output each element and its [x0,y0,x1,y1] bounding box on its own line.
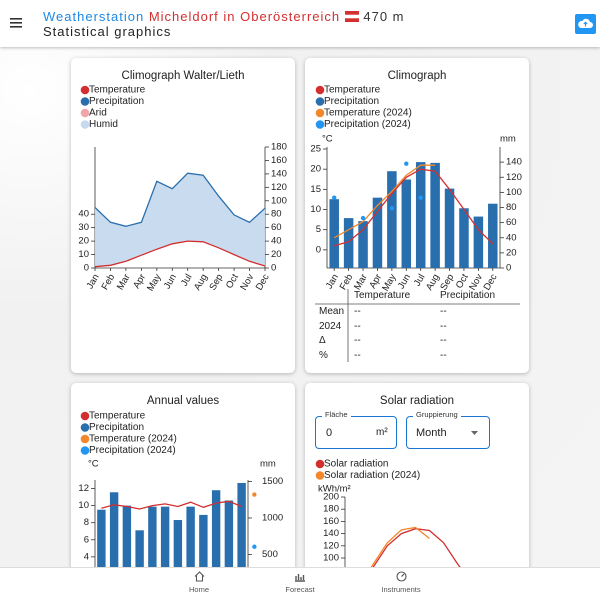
table-cell: Δ [319,335,326,346]
table-header: Precipitation [440,290,496,301]
title-place: Micheldorf in Oberösterreich [148,9,341,24]
table-header: Temperature [354,290,411,301]
home-icon [194,571,204,582]
field-label: Gruppierung [413,410,461,419]
flag-icon [344,11,359,22]
table-cell: -- [354,349,361,361]
instruments-icon [395,571,407,582]
table-cell: % [319,349,328,361]
table-cell: -- [440,306,447,317]
grouping-select[interactable]: Gruppierung Month [406,410,490,449]
nav-label: Instruments [381,585,421,594]
table-cell: -- [354,320,361,332]
table-cell: -- [440,320,447,332]
app-subtitle: Statistical graphics [43,24,172,39]
app-title: Weatherstation Micheldorf in Oberösterre… [43,9,405,24]
field-label: Fläche [322,410,351,419]
title-station: Weatherstation [43,9,145,24]
nav-instruments[interactable]: Instruments [371,571,431,594]
bottom-nav: Home Forecast Instruments [0,567,600,600]
menu-button[interactable] [10,18,22,28]
nav-label: Forecast [285,585,315,594]
dropdown-arrow [471,431,478,435]
table-cell: -- [354,306,361,317]
table-cell: 2024 [319,320,342,332]
table-cell: -- [440,335,447,346]
field-unit: m² [376,427,388,438]
forecast-icon [295,574,305,582]
table-cell: Mean [319,306,345,317]
table-cell: -- [440,349,447,361]
table-cell: -- [354,335,361,346]
title-altitude: 470 m [363,9,405,24]
area-input[interactable]: Fläche 0 m² [315,410,397,449]
upload-button[interactable] [575,14,596,34]
field-value: Month [416,427,447,439]
field-value: 0 [326,427,333,439]
nav-label: Home [188,585,209,594]
card [71,383,295,600]
nav-forecast[interactable]: Forecast [270,571,330,594]
nav-home[interactable]: Home [169,571,229,594]
app-bar: Weatherstation Micheldorf in Oberösterre… [0,0,600,47]
card [71,58,295,373]
